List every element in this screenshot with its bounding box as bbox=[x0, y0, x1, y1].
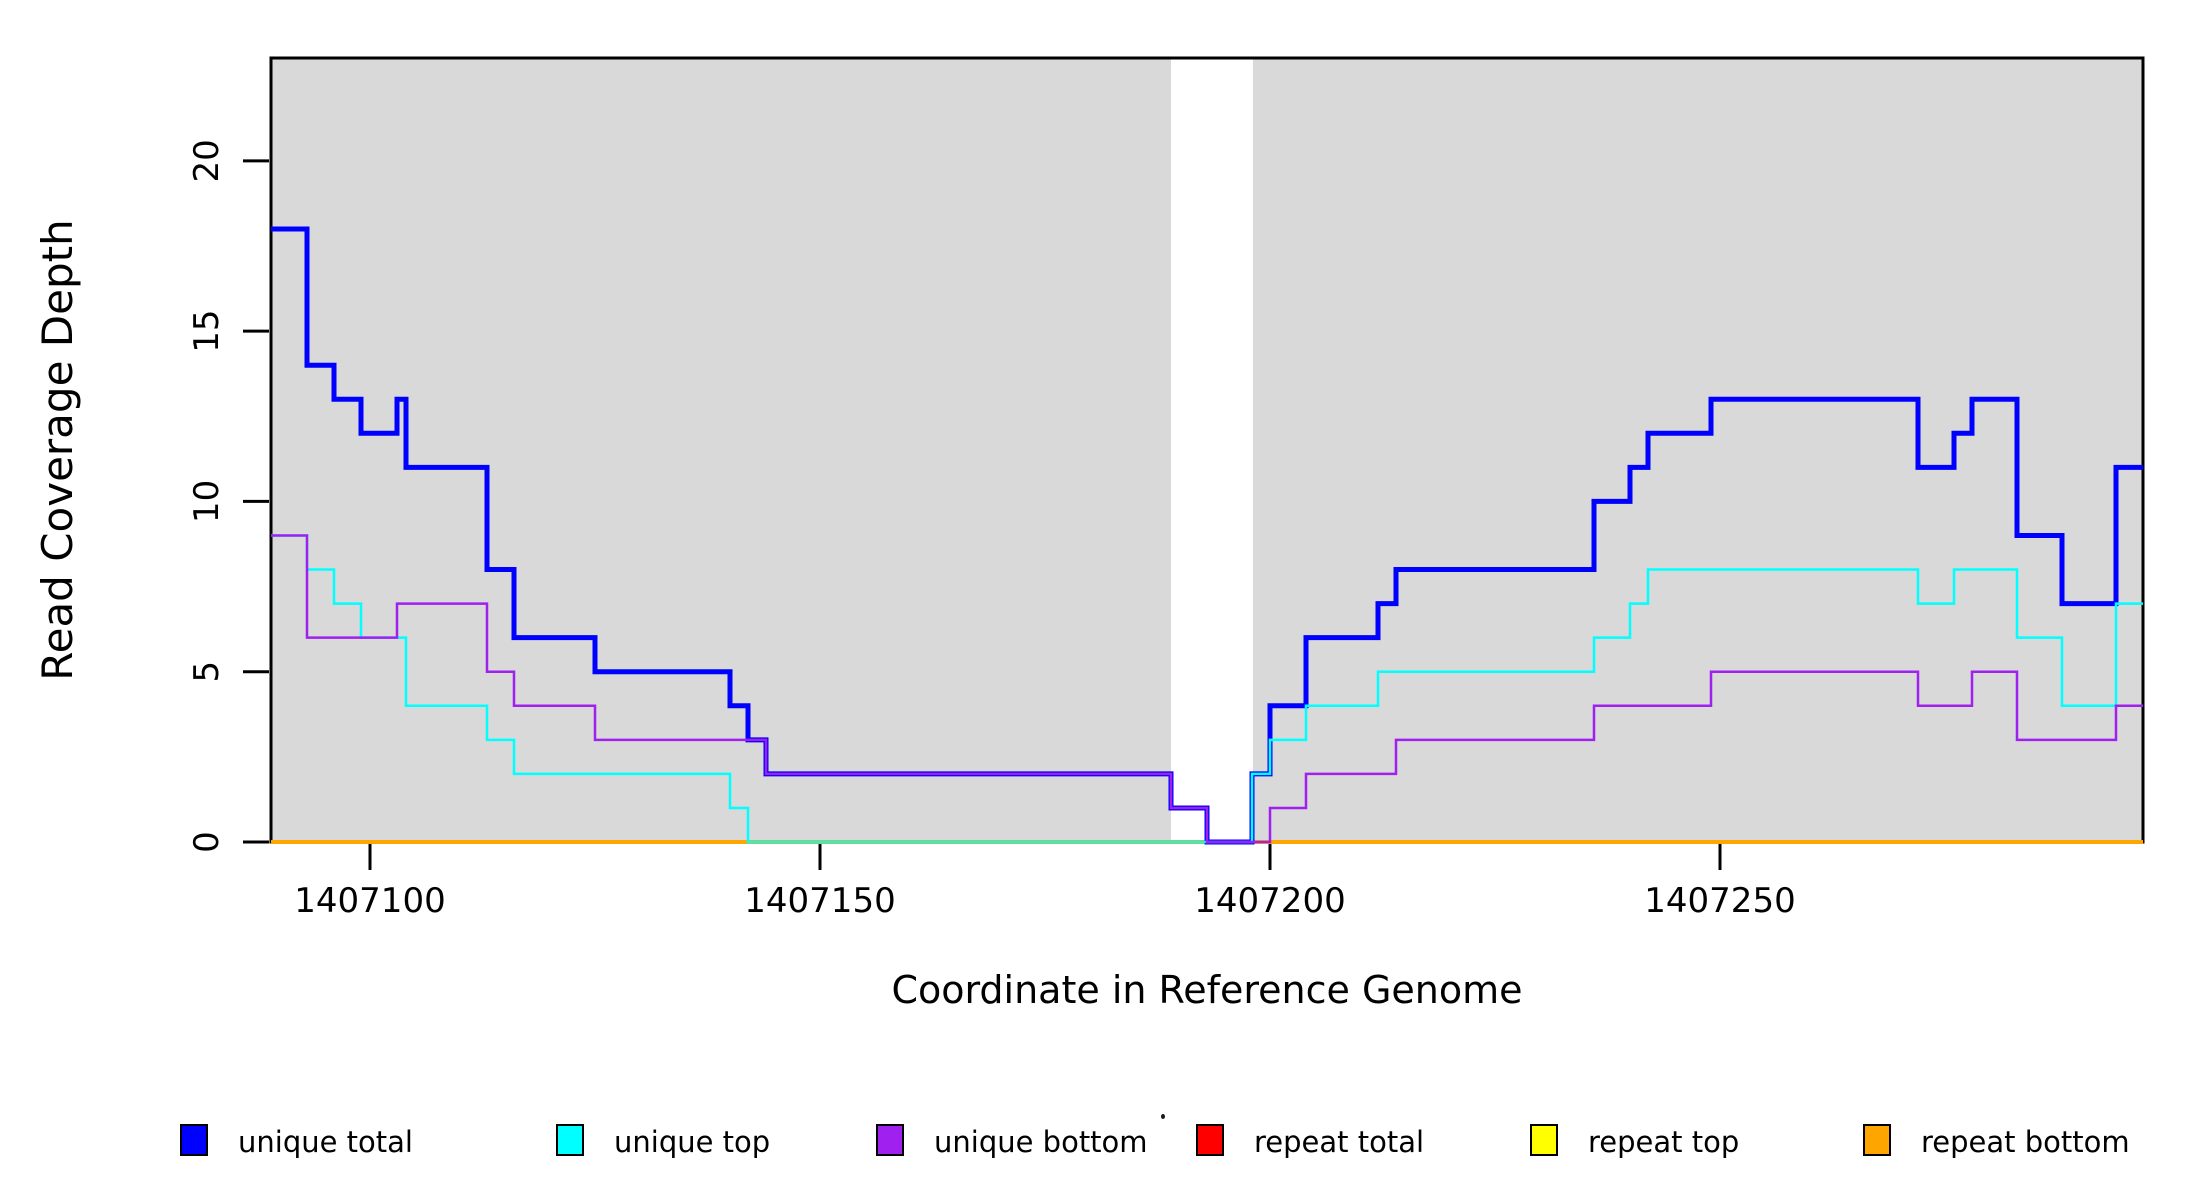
series-line-unique-bottom bbox=[271, 534, 2143, 844]
legend-swatch-unique-total bbox=[180, 1124, 208, 1156]
legend-swatch-unique-bottom bbox=[876, 1124, 904, 1156]
legend-label: repeat total bbox=[1254, 1125, 1424, 1159]
legend-item: unique total bbox=[180, 1124, 413, 1159]
legend-item: repeat total bbox=[1196, 1124, 1424, 1159]
background-band bbox=[271, 58, 1171, 842]
y-axis-title: Read Coverage Depth bbox=[33, 219, 82, 680]
y-tick-label: 15 bbox=[187, 310, 227, 353]
stray-dot-artifact bbox=[1161, 1114, 1165, 1119]
x-tick-label: 1407100 bbox=[294, 881, 445, 921]
legend-label: repeat bottom bbox=[1921, 1125, 2130, 1159]
y-tick-label: 20 bbox=[187, 139, 227, 182]
series-lines bbox=[271, 226, 2143, 845]
legend-label: unique bottom bbox=[934, 1125, 1148, 1159]
x-tick-label: 1407200 bbox=[1194, 881, 1345, 921]
y-tick-label: 10 bbox=[187, 480, 227, 523]
legend-swatch-unique-top bbox=[556, 1124, 584, 1156]
x-axis-title: Coordinate in Reference Genome bbox=[891, 968, 1522, 1012]
legend-item: repeat bottom bbox=[1863, 1124, 2130, 1159]
y-tick-label: 5 bbox=[187, 661, 227, 683]
y-tick-label: 0 bbox=[187, 831, 227, 853]
series-line-unique-top bbox=[271, 534, 2143, 844]
legend-swatch-repeat-top bbox=[1530, 1124, 1558, 1156]
legend-label: repeat top bbox=[1588, 1125, 1739, 1159]
x-tick-label: 1407150 bbox=[744, 881, 895, 921]
legend-label: unique total bbox=[238, 1125, 413, 1159]
plot-background-bands bbox=[271, 58, 2143, 842]
legend-item: unique bottom bbox=[876, 1124, 1148, 1159]
legend-swatch-repeat-total bbox=[1196, 1124, 1224, 1156]
legend-swatch-repeat-bottom bbox=[1863, 1124, 1891, 1156]
legend: unique total unique top unique bottom repea… bbox=[180, 1124, 2130, 1159]
legend-item: repeat top bbox=[1530, 1124, 1739, 1159]
axis-ticks: 1407100 1407150 1407200 1407250 0 5 10 15 20 bbox=[187, 139, 1796, 921]
legend-item: unique top bbox=[556, 1124, 770, 1159]
background-band bbox=[1252, 58, 2143, 842]
x-tick-label: 1407250 bbox=[1644, 881, 1795, 921]
legend-label: unique top bbox=[614, 1125, 770, 1159]
